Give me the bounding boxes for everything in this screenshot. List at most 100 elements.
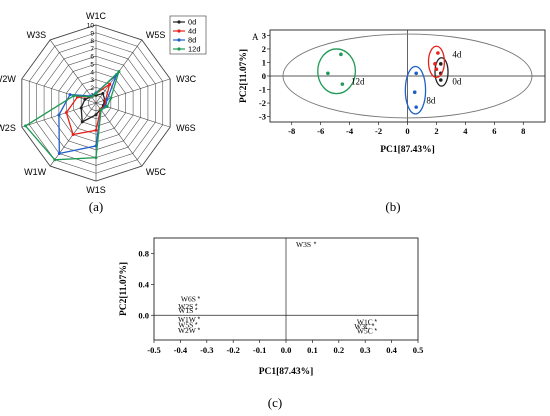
x-tick-label: 0.4 [386,345,397,355]
radar-tick-label: 7 [90,46,94,53]
panel-label-c: (c) [268,395,282,410]
legend-label: 4d [188,27,196,36]
loading-point: * [198,327,201,334]
radar-point [64,111,68,115]
y-axis-title: PC2[11.07%] [239,49,249,103]
radar-tick-label: 4 [90,69,94,76]
group-label: 4d [452,49,462,59]
y-tick-label: -3 [259,112,266,122]
radar-tick-label: 10 [87,23,95,30]
legend-marker [177,20,181,24]
score-point [438,62,443,66]
radar-chart: W1CW5SW3CW6SW5CW1SW1WW2SW2WW3S1234567891… [0,11,207,195]
y-tick-label: 2 [262,44,266,54]
radar-point [99,108,103,112]
x-tick-label: -0.3 [200,345,213,355]
loading-point: * [374,328,377,335]
loading-label: W2W [178,326,197,335]
loading-label: W6S [181,294,196,303]
x-tick-label: -0.1 [253,345,266,355]
radar-tick-label: 8 [90,38,94,45]
x-tick-label: 0.5 [413,345,424,355]
x-axis-title: PC1[87.43%] [259,367,314,377]
x-tick-label: -2 [375,126,382,136]
legend-label: 8d [188,36,196,45]
radar-point [71,133,75,137]
radar-point [79,106,83,110]
group-label: 12d [351,76,365,86]
group-label: 0d [452,76,462,86]
score-point [340,82,345,86]
score-point [433,62,437,66]
x-tick-label: -0.2 [226,345,239,355]
x-tick-label: -8 [288,126,295,136]
radar-spoke [49,39,97,104]
panel-label-a: (a) [89,199,103,214]
x-tick-label: 0.0 [281,345,292,355]
radar-tick-label: 6 [90,54,94,61]
loading-label: W3S [296,240,311,249]
group-ellipse [404,65,427,115]
radar-point [57,113,61,117]
loading-label: W1S [178,306,193,315]
y-tick-label: -2 [259,98,266,108]
radar-tick-label: 5 [90,62,94,69]
radar-point [94,156,98,160]
radar-axis-label: W3S [27,30,47,40]
x-tick-label: 8 [521,126,525,136]
x-tick-label: -4 [346,126,354,136]
radar-point [94,128,98,132]
score-point [434,67,439,72]
group-ellipse [427,45,446,79]
radar-point [117,69,121,73]
y-tick-label: 0 [262,71,266,81]
radar-point [94,113,98,117]
radar-point [108,82,112,86]
radar-point [109,96,113,100]
score-point [326,71,330,76]
radar-axis-label: W2S [0,123,16,133]
radar-point [57,151,61,155]
radar-point [80,120,84,124]
radar-axis-label: W3C [176,74,197,84]
loading-label: W2S [178,302,193,311]
radar-point [24,124,28,128]
loading-label: W1W [178,315,197,324]
radar-point [105,97,109,101]
radar-axis-label: W2W [0,74,16,84]
score-point [438,78,443,82]
loading-point: * [198,317,201,324]
radar-tick-label: 3 [90,77,94,84]
radar-axis-label: W1S [86,185,106,195]
legend-label: 0d [188,18,196,27]
score-point [436,51,440,55]
radar-point [89,95,93,99]
group-label: 8d [426,95,436,105]
radar-axis-label: W5C [146,167,167,177]
x-tick-label: 0.3 [360,345,371,355]
score-point [412,90,417,95]
score-point [414,71,418,76]
group-ellipse [317,48,357,95]
radar-axis-label: W1C [86,11,107,21]
panel-label-b: (b) [385,199,400,214]
loading-point: * [195,304,198,311]
x-axis-title: PC1[87.43%] [380,145,435,155]
legend-marker [177,47,181,51]
radar-point [101,92,105,96]
radar-tick-label: 2 [90,85,94,92]
panel-corner-label: A [252,32,259,42]
y-tick-label: 0.0 [138,310,149,320]
score-point [339,52,343,57]
loading-point: * [198,296,201,303]
y-tick-label: 3 [262,30,266,40]
y-tick-label: 0.8 [138,248,149,258]
loading-point: * [372,324,375,331]
radar-spoke [95,102,143,167]
x-tick-label: 2 [434,126,438,136]
x-tick-label: -0.5 [147,345,160,355]
pca-scores-chart: -8 -6 -4 -2 0 2 4 6 8 3 2 1 0 -1 -2 -3 PC1[87.43%] PC2[11… [239,29,546,155]
radar-axis-label: W6S [176,123,196,133]
loading-label: W5C [357,327,373,336]
legend-marker [177,29,181,33]
